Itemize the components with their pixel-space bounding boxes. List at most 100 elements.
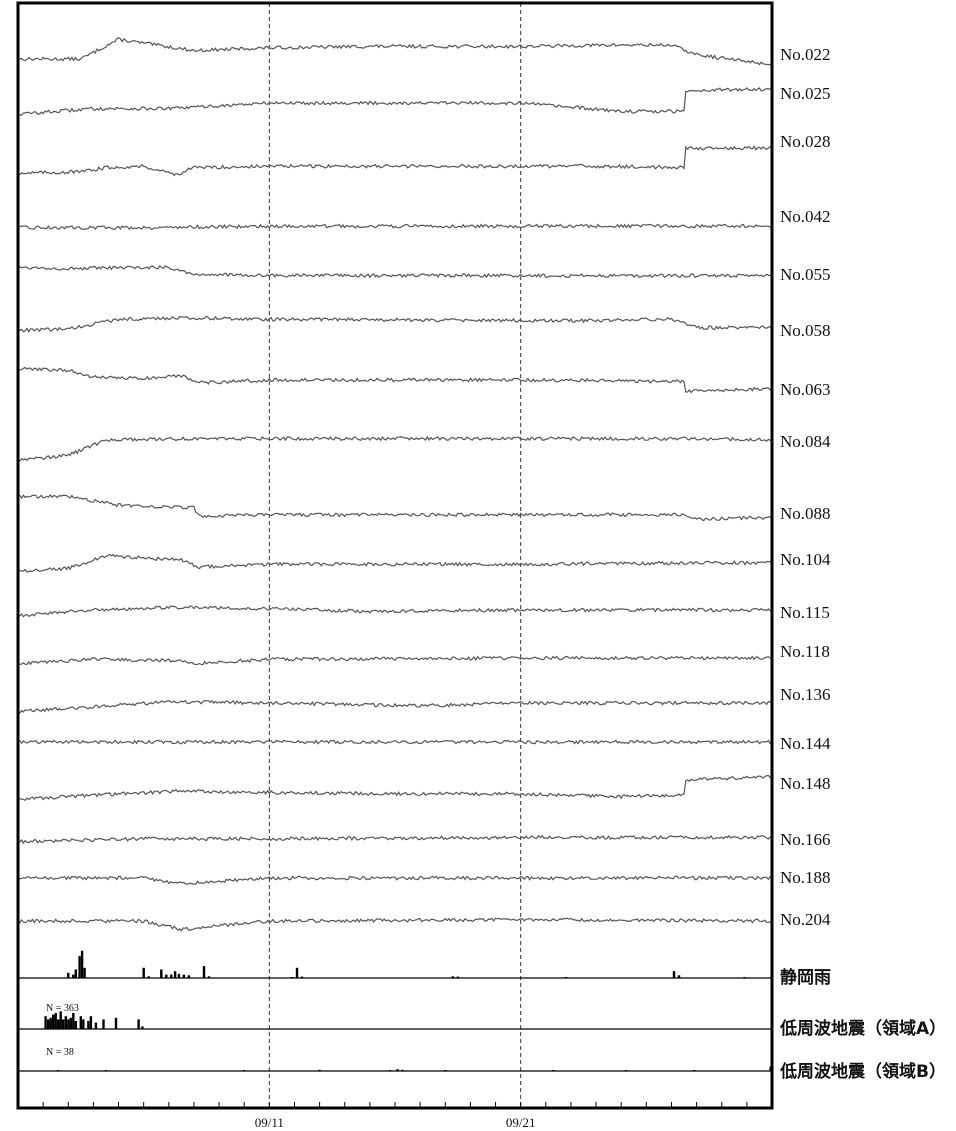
panel-1-bar-4 — [54, 1013, 57, 1029]
trace-no166 — [17, 834, 773, 845]
panel-0-bar-16 — [207, 976, 211, 978]
panel-0-bar-11 — [173, 971, 177, 978]
trace-no188 — [17, 875, 773, 885]
trace-label-no028: No.028 — [780, 132, 831, 151]
panel-0-bar-20 — [451, 976, 454, 978]
trace-label-no022: No.022 — [780, 45, 831, 64]
trace-no025 — [18, 87, 773, 116]
trace-label-no118: No.118 — [780, 642, 830, 661]
panel-2-bar-9 — [625, 1070, 628, 1071]
panel-0-bar-2 — [74, 969, 77, 978]
panel-label-2: 低周波地震（領域B） — [779, 1061, 946, 1082]
trace-no042 — [17, 223, 773, 231]
trace-no118 — [17, 655, 773, 666]
panel-0-bar-18 — [295, 967, 299, 978]
panel-0-bar-8 — [160, 969, 163, 978]
trace-label-no058: No.058 — [780, 321, 831, 340]
panel-2-bar-5 — [396, 1069, 399, 1071]
trace-no055 — [17, 264, 773, 279]
panel-0-bar-12 — [177, 973, 181, 978]
panel-0-bar-21 — [456, 976, 459, 978]
panel-1-bar-15 — [87, 1021, 90, 1029]
panel-1-bar-0 — [44, 1016, 47, 1029]
trace-no204 — [17, 917, 773, 932]
trace-label-no055: No.055 — [780, 265, 831, 284]
trace-no148 — [17, 774, 773, 802]
x-tick-label-0: 09/11 — [255, 1115, 284, 1130]
panel-2-bar-6 — [401, 1069, 404, 1071]
trace-no022 — [17, 37, 773, 66]
panel-0-bar-25 — [743, 977, 746, 978]
trace-label-no148: No.148 — [780, 774, 831, 793]
panel-2-bar-7 — [444, 1070, 447, 1071]
panel-1-bar-9 — [67, 1019, 70, 1029]
panel-0-bar-5 — [83, 967, 86, 978]
panel-2-bar-0 — [57, 1070, 60, 1071]
panel-1-bar-10 — [69, 1017, 72, 1029]
trace-label-no084: No.084 — [780, 432, 831, 451]
panel-label-1: 低周波地震（領域A） — [779, 1018, 946, 1039]
trace-label-no088: No.088 — [780, 504, 831, 523]
strain-traces — [17, 37, 773, 932]
panel-0-bar-22 — [564, 977, 568, 978]
panel-2-bar-8 — [552, 1070, 555, 1071]
trace-label-no188: No.188 — [780, 868, 831, 887]
panel-1-bar-12 — [74, 1021, 77, 1029]
panel-0-bar-15 — [202, 966, 206, 978]
trace-no115 — [17, 605, 773, 618]
panel-1-bar-19 — [114, 1017, 118, 1029]
panel-0-bar-6 — [142, 967, 145, 978]
panel-0-bar-10 — [170, 974, 173, 978]
bar-panels: N = 363 N = 38 — [18, 950, 772, 1072]
panel-0-bar-7 — [147, 976, 150, 978]
panel-0-bar-0 — [67, 972, 70, 978]
panel-0-bar-9 — [165, 974, 168, 978]
trace-label-no166: No.166 — [780, 830, 831, 849]
trace-no088 — [17, 494, 773, 522]
panel-count-label-2: N = 38 — [46, 1047, 74, 1058]
panel-0-bar-1 — [72, 974, 75, 978]
trace-no063 — [17, 366, 773, 394]
series-labels: No.022 No.025 No.028 No.042 No.055 No.058 No.0… — [779, 45, 946, 1082]
panel-0-bar-4 — [80, 950, 84, 978]
panel-1-bar-14 — [82, 1019, 85, 1029]
panel-1-bar-17 — [94, 1022, 98, 1029]
panel-1-bar-5 — [57, 1019, 60, 1029]
trace-label-no104: No.104 — [780, 550, 831, 569]
panel-1-bar-18 — [102, 1019, 105, 1029]
x-tick-label-1: 09/21 — [506, 1115, 536, 1130]
trace-no104 — [17, 553, 773, 573]
panel-1-bar-21 — [141, 1026, 144, 1029]
panel-label-0: 静岡雨 — [780, 967, 831, 988]
trace-label-no115: No.115 — [780, 603, 830, 622]
panel-1-bar-20 — [137, 1019, 140, 1029]
trace-no058 — [17, 315, 773, 334]
trace-no136 — [17, 699, 773, 714]
trace-label-no204: No.204 — [780, 910, 831, 929]
panel-1-bar-13 — [79, 1016, 82, 1029]
grid-lines — [268, 3, 522, 1108]
panel-0-bar-3 — [78, 955, 81, 978]
trace-label-no042: No.042 — [780, 207, 831, 226]
trace-no028 — [17, 145, 773, 177]
panel-1-bar-6 — [59, 1011, 62, 1029]
trace-label-no063: No.063 — [780, 380, 831, 399]
panel-0-bar-19 — [300, 976, 304, 978]
panel-2-bar-2 — [243, 1070, 246, 1071]
panel-1-bar-3 — [52, 1014, 55, 1029]
panel-1-bar-7 — [62, 1019, 65, 1029]
panel-2-bar-1 — [104, 1070, 108, 1071]
trace-no144 — [17, 739, 773, 745]
panel-count-label-1: N = 363 — [46, 1003, 79, 1014]
panel-1-bar-11 — [72, 1013, 75, 1029]
trace-label-no136: No.136 — [780, 685, 831, 704]
panel-1-bar-16 — [89, 1016, 93, 1029]
panel-2-bar-3 — [318, 1069, 321, 1071]
panel-1-bar-8 — [64, 1016, 67, 1029]
panel-1-bar-1 — [47, 1019, 50, 1029]
panel-0-bar-13 — [182, 974, 186, 978]
plot-frame — [16, 1, 774, 1110]
panel-0-bar-14 — [187, 975, 191, 978]
panel-2-bar-10 — [692, 1070, 696, 1071]
